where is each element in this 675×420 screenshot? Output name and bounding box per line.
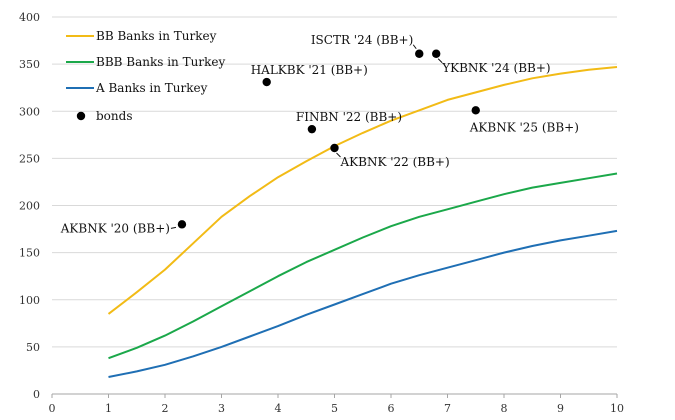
bond-label-leader [412,44,417,50]
bond-label-leader [437,58,443,64]
bond-label: ISCTR '24 (BB+) [311,33,413,47]
x-tick-label: 2 [162,402,169,415]
bond-label: YKBNK '24 (BB+) [441,61,550,75]
bond-points: AKBNK '20 (BB+) HALKBK '21 (BB+) FINBN '22… [60,33,579,236]
bond-point [177,220,187,229]
y-tick-label: 0 [33,388,40,401]
bond-label-leader [170,226,177,229]
y-tick-label: 300 [19,105,40,118]
y-tick-label: 100 [19,294,40,307]
bond-label: AKBNK '20 (BB+) [60,221,170,235]
x-tick-label: 7 [444,402,451,415]
bond-label: HALKBK '21 (BB+) [251,63,368,77]
legend-label: BB Banks in Turkey [96,29,217,43]
x-tick-label: 5 [331,402,338,415]
x-tick-label: 3 [218,402,225,415]
x-tick-label: 10 [610,402,624,415]
x-tick-label: 8 [501,402,508,415]
legend-label: BBB Banks in Turkey [96,55,225,69]
y-tick-label: 350 [19,58,40,71]
bond-label: AKBNK '25 (BB+) [469,120,579,134]
x-tick-label: 4 [275,402,282,415]
y-tick-label: 400 [19,11,40,24]
bond-label-leader [336,152,341,158]
y-tick-label: 250 [19,152,40,165]
bond-point [307,124,317,134]
y-tick-label: 150 [19,247,40,260]
legend-label: bonds [96,109,132,123]
bond-point [330,143,339,153]
series-line [107,66,618,315]
y-tick-label: 200 [19,200,40,213]
y-tick-label: 50 [26,341,40,354]
series-line [108,229,618,378]
legend: BB Banks in Turkey BBB Banks in Turkey A B… [66,29,225,123]
bond-point [471,106,480,115]
bond-point [432,49,441,58]
axes: 0 50 100 150 200 250 300 350 400 0 1 2 3 4 5 6 7 8 9 10 [19,11,624,415]
series-line [108,172,618,360]
bond-label: FINBN '22 (BB+) [296,110,402,124]
bond-label: AKBNK '22 (BB+) [340,155,450,169]
grid [52,16,617,348]
bond-point [262,77,271,87]
x-tick-label: 9 [557,402,564,415]
x-tick-label: 1 [105,402,112,415]
bond-point [415,49,424,58]
legend-swatch [76,111,86,121]
legend-label: A Banks in Turkey [95,81,208,95]
series-lines [107,66,618,378]
x-tick-label: 0 [49,402,56,415]
x-tick-label: 6 [388,402,395,415]
